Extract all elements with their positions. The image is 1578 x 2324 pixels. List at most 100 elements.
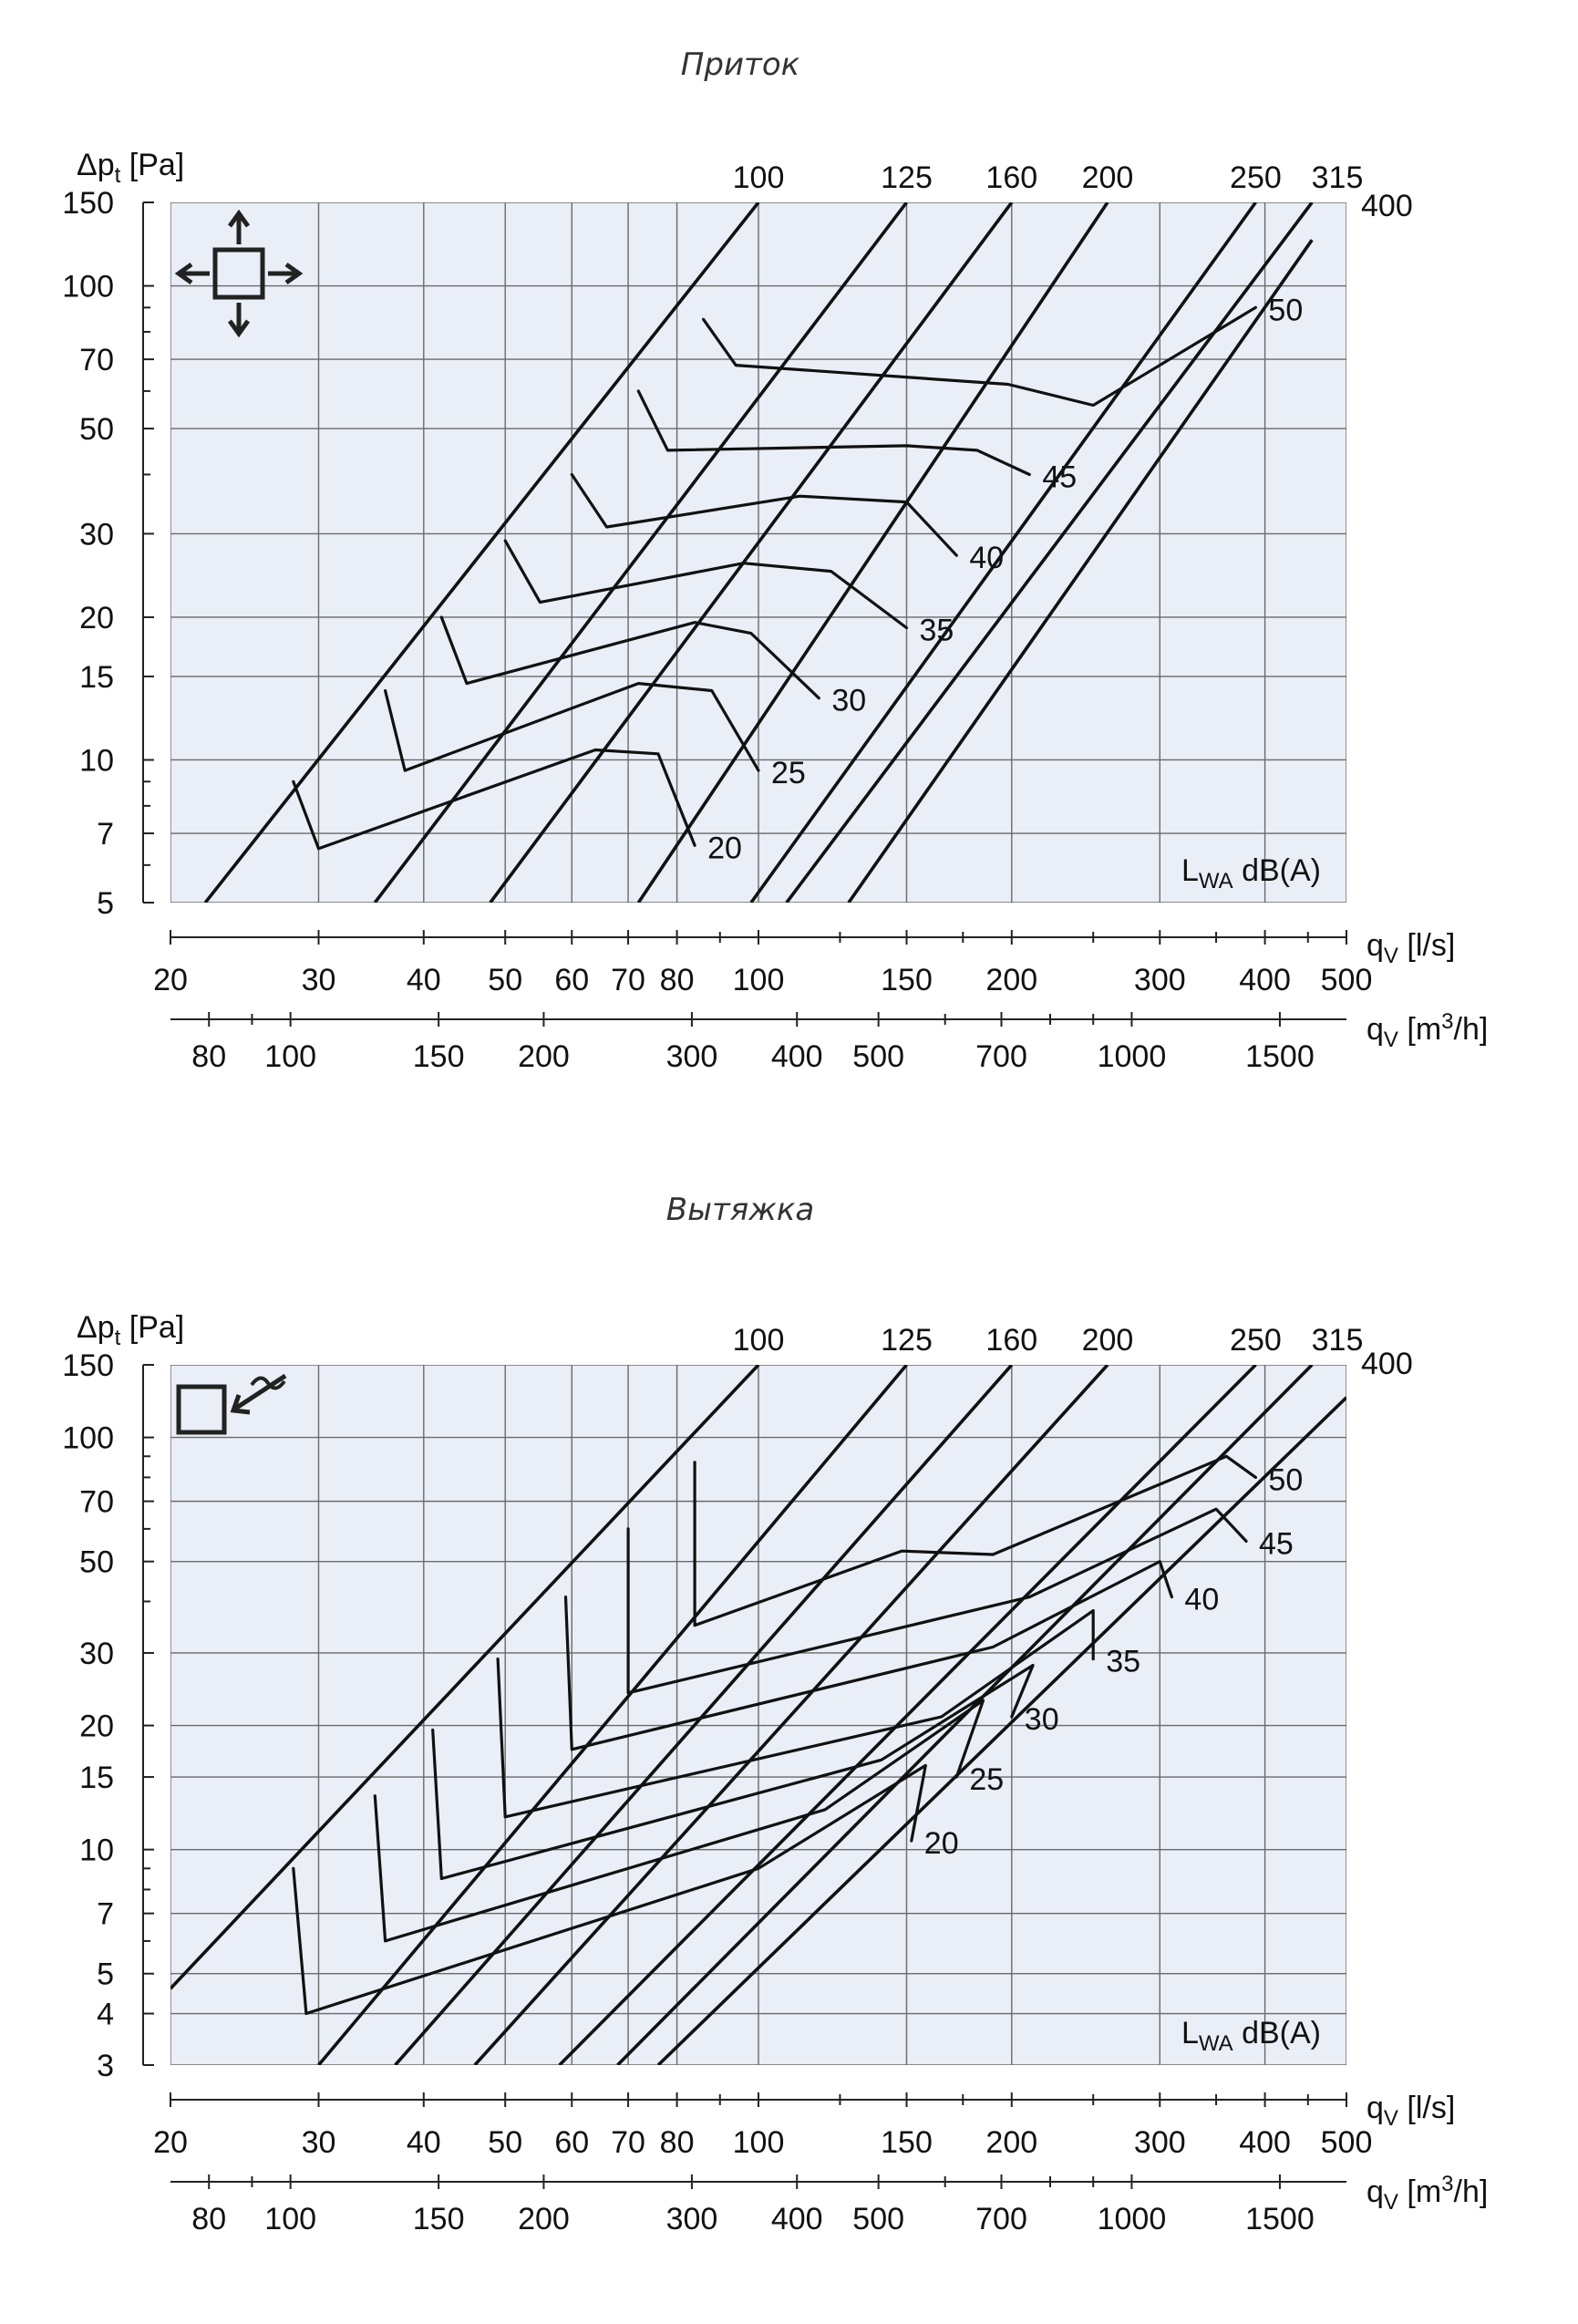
chart-title: Вытяжка [666, 1192, 814, 1228]
icon-arrow-head [230, 1394, 251, 1415]
sound-level-label: 30 [831, 684, 866, 718]
y-tick-label: 20 [79, 1709, 114, 1744]
x-tick-m3h-label: 500 [852, 1039, 904, 1074]
y-tick-label: 50 [79, 1545, 114, 1580]
x-tick-m3h-label: 1000 [1098, 1039, 1167, 1074]
x-tick-ls-label: 20 [153, 963, 188, 997]
x-tick-m3h-label: 300 [666, 2202, 718, 2236]
x-tick-ls-label: 300 [1134, 963, 1186, 997]
exhaust-arrow-icon [176, 1373, 287, 1435]
duct-line-250 [749, 202, 1257, 903]
sound-level-curve-30 [439, 615, 820, 700]
duct-label: 125 [881, 160, 933, 195]
x-tick-ls-label: 30 [302, 2125, 336, 2160]
duct-label: 200 [1082, 160, 1134, 195]
y-tick-label: 10 [79, 743, 114, 778]
duct-lines [203, 202, 1314, 903]
duct-line-125 [317, 1365, 908, 2065]
sound-level-label: 40 [969, 541, 1004, 575]
icon-flow-wave [250, 1376, 286, 1390]
x-tick-ls-label: 70 [611, 2125, 645, 2160]
duct-label: 125 [881, 1323, 933, 1358]
x-tick-m3h-label: 700 [975, 2202, 1027, 2236]
y-tick-label: 70 [79, 343, 114, 377]
sound-level-curve-45 [636, 389, 1031, 477]
sound-level-label: 25 [969, 1762, 1004, 1797]
icon-arrow-head [227, 209, 251, 228]
y-tick-label: 100 [62, 1421, 114, 1456]
duct-line-200 [473, 1365, 1109, 2065]
sound-level-label: 45 [1259, 1526, 1294, 1561]
y-tick-label: 7 [97, 817, 114, 852]
sound-level-curve-50 [701, 305, 1258, 408]
y-tick-label: 50 [79, 412, 114, 447]
lwa-annotation: LWA dB(A) [1181, 2016, 1321, 2056]
sound-level-curve-35 [503, 539, 909, 630]
x-tick-ls-label: 40 [407, 2125, 441, 2160]
sound-level-curve-25 [384, 681, 760, 772]
x-tick-m3h-label: 150 [413, 1039, 465, 1074]
x-tick-m3h-label: 400 [771, 1039, 823, 1074]
sound-level-curve-20 [292, 1763, 927, 2016]
sound-level-curve-40 [563, 1560, 1174, 1751]
sound-level-label: 20 [924, 1826, 959, 1861]
x-tick-ls-label: 300 [1134, 2125, 1186, 2160]
sound-level-label: 50 [1268, 293, 1303, 327]
chart-supply: Приток 150 100 70 50 30 20 15 10 7 5 Δpt [Pa] 20 30 40… [62, 46, 1488, 1074]
sound-level-curve-25 [373, 1699, 985, 1943]
x-axis-m3h-label: qV [m3/h] [1367, 1009, 1488, 1052]
x-tick-m3h-label: 100 [264, 1039, 316, 1074]
y-tick-label: 150 [62, 1348, 114, 1383]
y-tick-label: 20 [79, 601, 114, 635]
chart-title: Приток [681, 46, 800, 83]
duct-line-100 [170, 1365, 760, 1990]
x-tick-ls-label: 200 [985, 2125, 1037, 2160]
sound-level-curves [292, 1454, 1258, 2016]
supply-arrows-icon [174, 209, 304, 338]
y-tick-label: 7 [97, 1897, 114, 1932]
x-tick-ls-label: 150 [881, 963, 933, 997]
grid [170, 202, 1346, 903]
y-tick-label: 15 [79, 1761, 114, 1795]
x-tick-ls-label: 60 [554, 963, 589, 997]
duct-line-315 [616, 1365, 1314, 2065]
x-tick-m3h-label: 150 [413, 2202, 465, 2236]
x-tick-ls-label: 400 [1239, 2125, 1291, 2160]
x-tick-ls-label: 20 [153, 2125, 188, 2160]
x-axis-ls-label: qV [l/s] [1367, 2091, 1455, 2131]
sound-level-curve-50 [693, 1454, 1258, 1627]
y-tick-label: 15 [79, 660, 114, 695]
duct-label: 100 [733, 1323, 785, 1358]
sound-level-label: 45 [1042, 460, 1077, 494]
y-axis-label: Δpt [Pa] [77, 148, 184, 188]
x-tick-ls-label: 400 [1239, 963, 1291, 997]
x-tick-ls-label: 100 [733, 2125, 785, 2160]
x-tick-m3h-label: 200 [518, 1039, 570, 1074]
y-tick-label: 5 [97, 1957, 114, 1992]
x-tick-m3h-label: 200 [518, 2202, 570, 2236]
duct-label: 250 [1230, 160, 1282, 195]
x-tick-ls-label: 80 [660, 963, 695, 997]
sound-level-label: 35 [919, 614, 954, 648]
duct-label: 315 [1312, 160, 1364, 195]
x-tick-ls-label: 70 [611, 963, 645, 997]
sound-level-label: 30 [1025, 1702, 1059, 1737]
sound-level-curves [292, 305, 1258, 851]
duct-line-160 [394, 1365, 1014, 2065]
duct-label: 400 [1361, 189, 1413, 223]
sound-level-curve-35 [496, 1608, 1095, 1819]
x-tick-m3h-label: 300 [666, 1039, 718, 1074]
x-tick-ls-label: 50 [488, 963, 522, 997]
sound-level-curve-20 [292, 748, 696, 851]
y-tick-label: 3 [97, 2049, 114, 2083]
sound-level-curve-45 [626, 1507, 1248, 1695]
duct-label: 160 [985, 1323, 1037, 1358]
x-tick-ls-label: 30 [302, 963, 336, 997]
x-tick-m3h-label: 500 [852, 2202, 904, 2236]
x-axis-m3h-label: qV [m3/h] [1367, 2172, 1488, 2215]
x-tick-m3h-label: 1500 [1245, 1039, 1315, 1074]
x-tick-m3h-label: 1000 [1098, 2202, 1167, 2236]
icon-arrow-head [284, 262, 304, 285]
x-tick-ls-label: 500 [1321, 963, 1373, 997]
x-tick-m3h-label: 1500 [1245, 2202, 1315, 2236]
